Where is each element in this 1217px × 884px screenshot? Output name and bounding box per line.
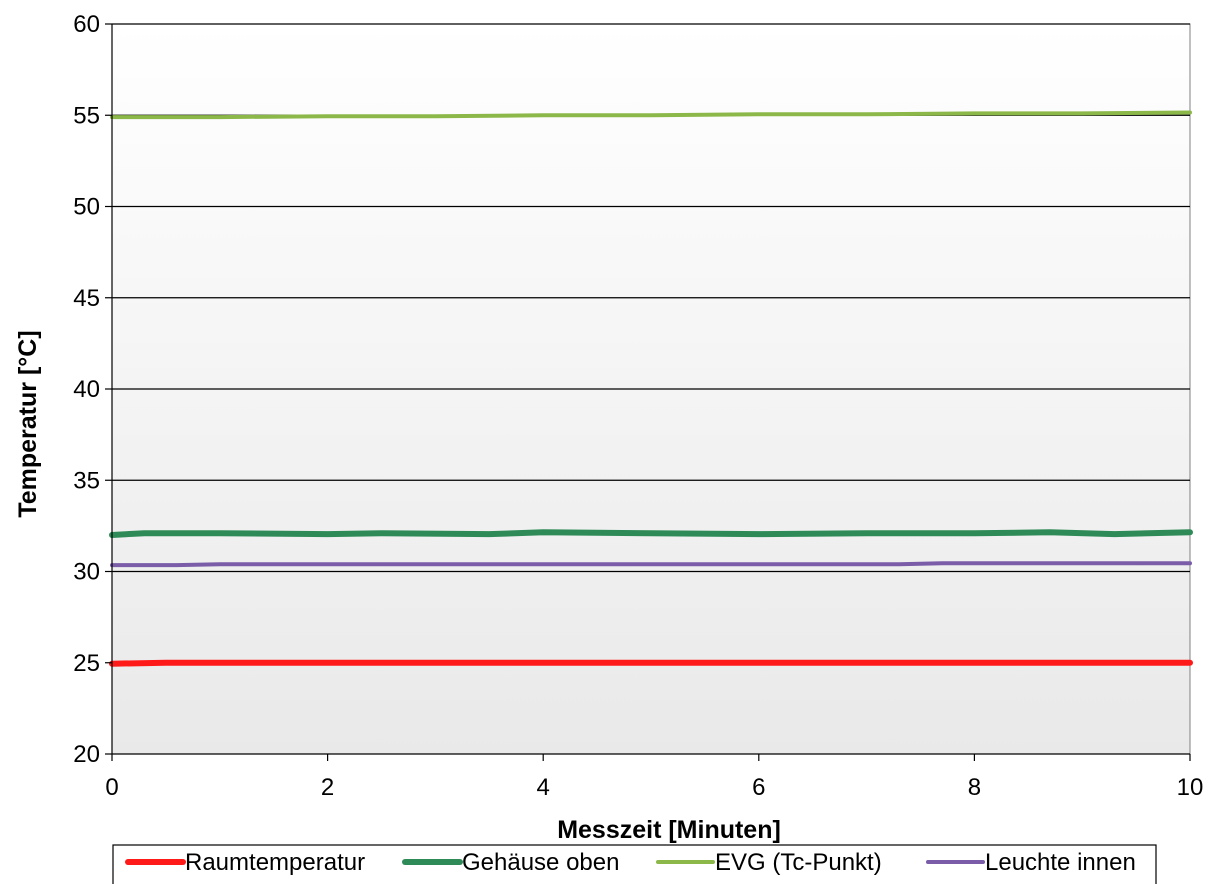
legend-label: EVG (Tc-Punkt) xyxy=(715,849,882,876)
y-tick-label: 55 xyxy=(73,102,100,129)
y-tick-label: 25 xyxy=(73,650,100,677)
y-tick-label: 45 xyxy=(73,285,100,312)
y-tick-label: 40 xyxy=(73,376,100,403)
y-tick-label: 20 xyxy=(73,741,100,768)
series-layer xyxy=(109,110,1193,667)
x-tick-label: 2 xyxy=(321,774,334,801)
series-line-4 xyxy=(110,561,1192,568)
series-line-1 xyxy=(109,659,1193,667)
x-tick-label: 0 xyxy=(105,774,118,801)
series-line-3 xyxy=(110,110,1192,120)
x-tick-label: 4 xyxy=(537,774,550,801)
y-axis-title: Temperatur [°C] xyxy=(14,330,42,517)
y-tick-label: 60 xyxy=(73,11,100,38)
legend-box xyxy=(112,844,1157,884)
series-line-2 xyxy=(109,529,1193,538)
x-axis-title: Messzeit [Minuten] xyxy=(557,816,781,844)
legend-label: Raumtemperatur xyxy=(185,849,365,876)
y-tick-label: 35 xyxy=(73,467,100,494)
axes xyxy=(105,23,1191,761)
y-tick-label: 50 xyxy=(73,194,100,221)
tick-labels: 20 25 30 35 40 45 50 55 60 0 2 4 6 8 10 xyxy=(73,11,1203,801)
legend: Raumtemperatur Gehäuse oben EVG (Tc-Punkt)… xyxy=(112,844,1157,884)
legend-label: Leuchte innen xyxy=(985,849,1136,876)
x-tick-label: 8 xyxy=(968,774,981,801)
x-tick-label: 6 xyxy=(752,774,765,801)
x-tick-label: 10 xyxy=(1177,774,1204,801)
legend-label: Gehäuse oben xyxy=(462,849,619,876)
y-tick-label: 30 xyxy=(73,559,100,586)
